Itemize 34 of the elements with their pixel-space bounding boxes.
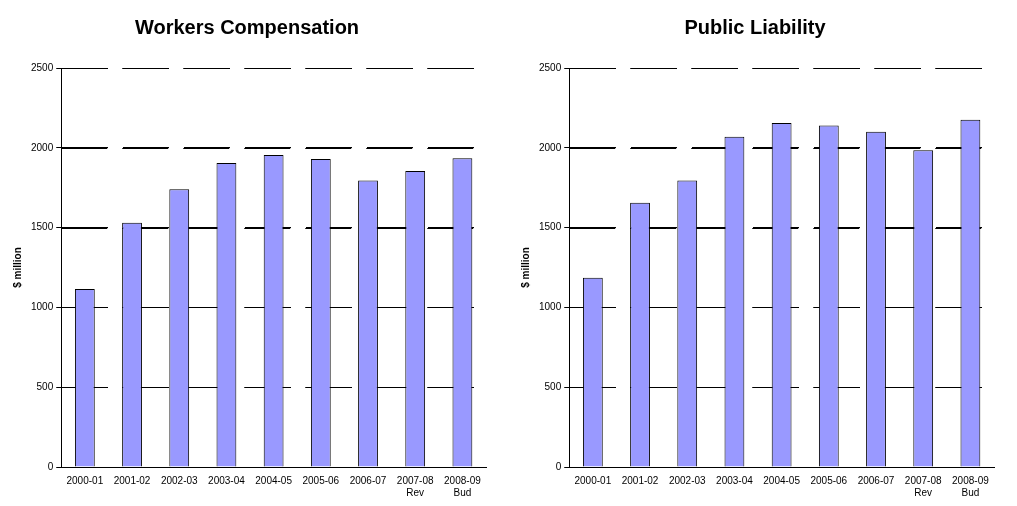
chart-title: Public Liability	[684, 15, 827, 38]
x-tick-label: 2005-06	[810, 474, 848, 486]
x-tick-label: 2004-05	[255, 474, 293, 486]
x-tick-label: 2004-05	[763, 474, 801, 486]
chart-title: Workers Compensation	[134, 15, 360, 38]
x-tick-label: 2000-01	[574, 474, 612, 486]
y-tick-label: 1500	[539, 221, 562, 233]
x-tick-label: 2005-06	[302, 474, 340, 486]
x-tick-label: 2003-04	[716, 474, 754, 486]
y-tick-label: 500	[544, 380, 562, 392]
x-tick-label: 2008-09 Bud	[952, 474, 990, 498]
y-tick-label: 1500	[31, 221, 54, 233]
x-tick-label: 2002-03	[160, 474, 199, 486]
y-tick-label: 2500	[31, 61, 54, 73]
x-tick-label: 2000-01	[66, 474, 104, 486]
x-tick-label: 2003-04	[208, 474, 246, 486]
y-tick-label: 1000	[539, 301, 562, 313]
x-tick-label: 2001-02	[113, 474, 151, 486]
x-tick-label: 2006-07	[349, 474, 387, 486]
x-tick-label: 2001-02	[621, 474, 659, 486]
x-tick-label: 2006-07	[857, 474, 895, 486]
y-tick-label: 2000	[31, 141, 54, 153]
y-tick-label: 0	[555, 460, 562, 472]
x-tick-label: 2008-09 Bud	[444, 474, 482, 498]
y-tick-label: 0	[47, 460, 54, 472]
y-tick-label: 2000	[539, 141, 562, 153]
x-tick-label: 2007-08 Rev	[904, 474, 942, 498]
x-tick-label: 2002-03	[668, 474, 707, 486]
y-axis-title: $ million	[519, 247, 531, 288]
y-tick-label: 2500	[539, 61, 562, 73]
y-tick-label: 1000	[31, 301, 54, 313]
y-tick-label: 500	[36, 380, 54, 392]
x-tick-label: 2007-08 Rev	[396, 474, 434, 498]
y-axis-title: $ million	[11, 247, 23, 288]
